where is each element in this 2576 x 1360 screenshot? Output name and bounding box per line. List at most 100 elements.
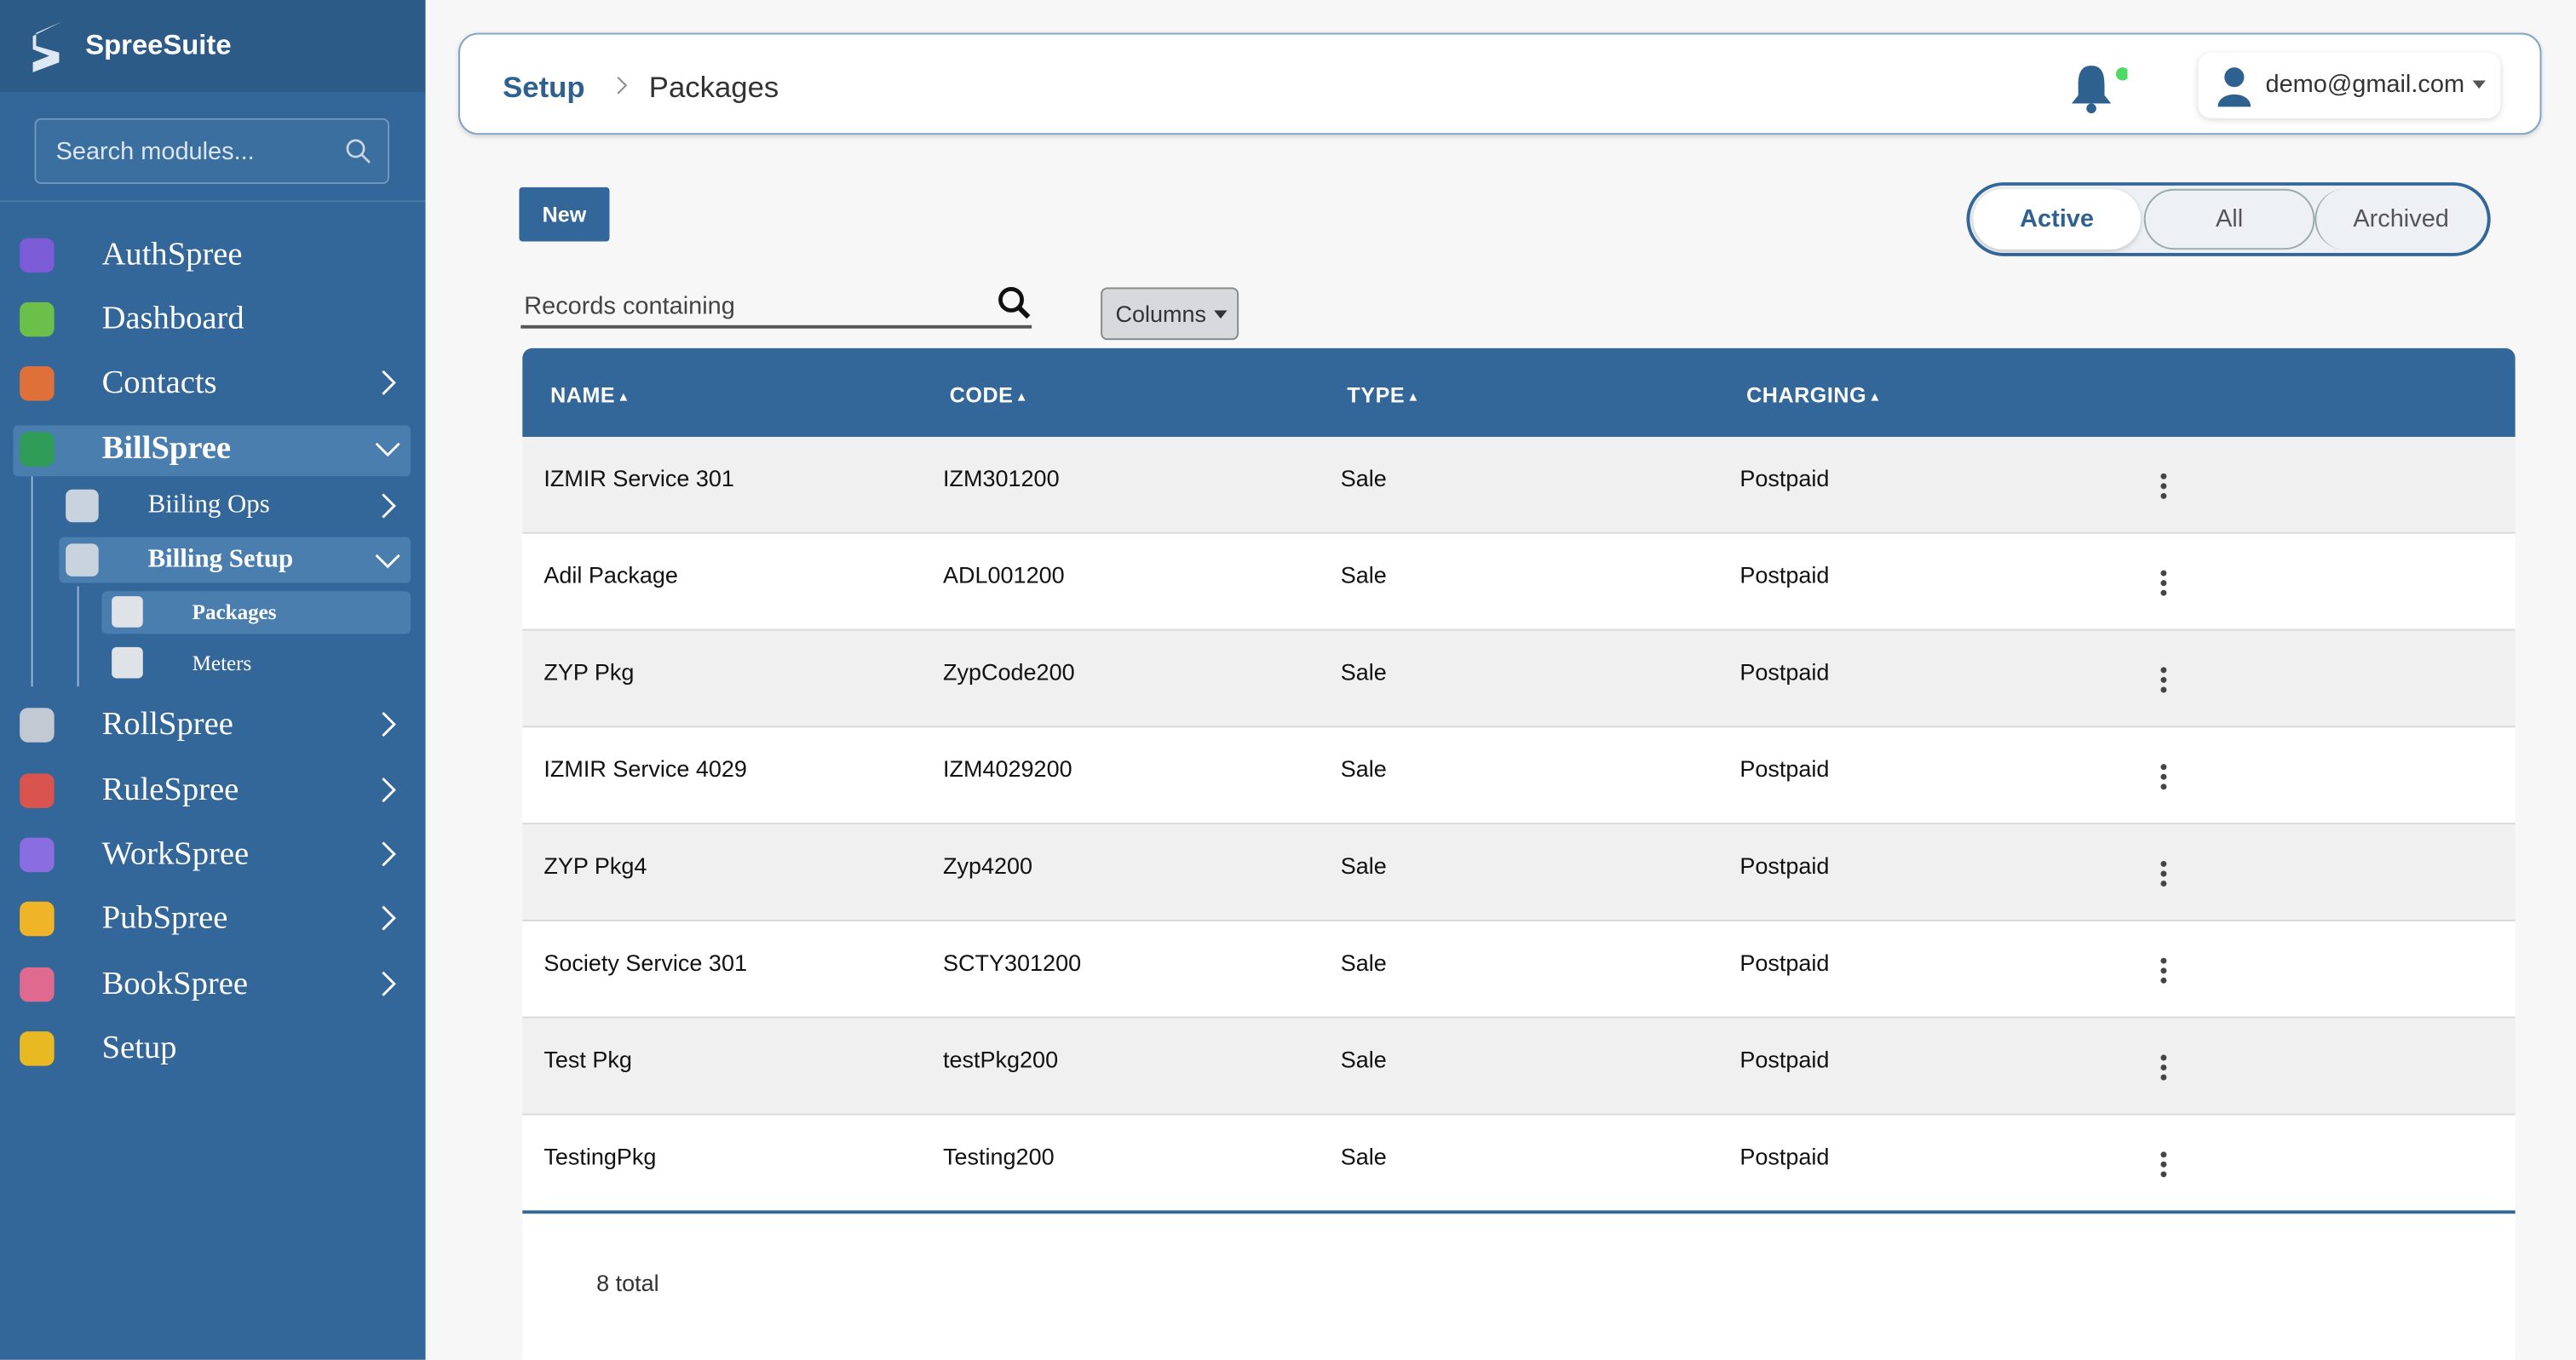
table-bottom-border bbox=[522, 1210, 2516, 1214]
row-menu[interactable] bbox=[2160, 473, 2167, 499]
chevron[interactable] bbox=[375, 777, 401, 803]
table-cell: Sale bbox=[1340, 1046, 1387, 1073]
nav-item[interactable]: WorkSpree bbox=[101, 835, 250, 873]
user-icon bbox=[2217, 67, 2251, 107]
column-header[interactable]: CHARGING ▴︎ bbox=[1746, 382, 1878, 407]
nav-icon bbox=[20, 901, 55, 937]
tree-line bbox=[31, 476, 33, 687]
nav-item[interactable]: BookSpree bbox=[101, 965, 249, 1002]
row-menu[interactable] bbox=[2160, 570, 2167, 596]
nav-item[interactable]: BillSpree bbox=[101, 430, 232, 467]
chevron[interactable] bbox=[375, 971, 401, 997]
row-menu[interactable] bbox=[2160, 764, 2167, 790]
column-header[interactable]: CODE ▴︎ bbox=[950, 382, 1026, 407]
new-button[interactable]: New bbox=[519, 186, 610, 242]
page-icon bbox=[112, 596, 143, 628]
columns-button[interactable]: Columns bbox=[1101, 287, 1239, 341]
chevron[interactable] bbox=[375, 435, 401, 462]
user-email: demo@gmail.com bbox=[2265, 70, 2465, 99]
table-cell: Postpaid bbox=[1739, 1143, 1830, 1170]
row-menu[interactable] bbox=[2160, 957, 2167, 984]
table-cell: Postpaid bbox=[1739, 1046, 1830, 1073]
nav-icon bbox=[20, 301, 55, 337]
tab-active[interactable]: Active bbox=[1973, 188, 2141, 250]
nav-item[interactable]: RuleSpree bbox=[101, 772, 239, 808]
tab[interactable]: Archived bbox=[2314, 188, 2486, 250]
chevron[interactable] bbox=[375, 547, 401, 573]
table-row[interactable]: Adil Package ADL001200 Sale Postpaid bbox=[522, 533, 2516, 631]
nav-item[interactable]: Contacts bbox=[101, 364, 217, 401]
nav-subitem[interactable]: Billing Setup bbox=[147, 545, 294, 574]
table-cell: Sale bbox=[1340, 755, 1387, 782]
row-menu[interactable] bbox=[2160, 860, 2167, 887]
nav-icon bbox=[20, 238, 55, 273]
tab[interactable]: All bbox=[2143, 188, 2315, 250]
nav-subitem[interactable]: Biiling Ops bbox=[147, 491, 270, 519]
nav-item[interactable]: Dashboard bbox=[101, 300, 244, 337]
nav-item[interactable]: AuthSpree bbox=[101, 236, 243, 273]
table-cell: ADL001200 bbox=[942, 561, 1065, 588]
columns-label: Columns bbox=[1115, 300, 1207, 327]
brand-bar bbox=[0, 0, 426, 92]
table-row[interactable]: Test Pkg testPkg200 Sale Postpaid bbox=[522, 1018, 2516, 1116]
nav-item[interactable]: RollSpree bbox=[101, 706, 233, 743]
sub-icon bbox=[66, 543, 99, 577]
column-label: TYPE bbox=[1347, 382, 1406, 408]
table-row[interactable]: ZYP Pkg ZypCode200 Sale Postpaid bbox=[522, 630, 2516, 728]
table-cell: Adil Package bbox=[543, 561, 678, 588]
sort-icon: ▴︎ bbox=[620, 389, 628, 405]
table-cell: Sale bbox=[1340, 561, 1387, 588]
breadcrumb-root[interactable]: Setup bbox=[503, 70, 585, 104]
table-cell: Sale bbox=[1340, 464, 1387, 491]
table-cell: Society Service 301 bbox=[543, 949, 747, 976]
table-row[interactable]: ZYP Pkg4 Zyp4200 Sale Postpaid bbox=[522, 824, 2516, 921]
user-menu[interactable]: demo@gmail.com bbox=[2198, 52, 2501, 118]
notifications[interactable] bbox=[2068, 59, 2128, 115]
nav-item[interactable]: Setup bbox=[101, 1030, 177, 1066]
search-placeholder: Search modules... bbox=[55, 137, 255, 166]
chevron[interactable] bbox=[375, 493, 401, 519]
row-menu[interactable] bbox=[2160, 1054, 2167, 1081]
divider bbox=[0, 200, 426, 203]
table-cell: ZYP Pkg bbox=[543, 658, 635, 686]
chevron[interactable] bbox=[375, 370, 401, 396]
table-cell: Sale bbox=[1340, 658, 1387, 686]
row-menu[interactable] bbox=[2160, 1151, 2167, 1178]
sidebar: SpreeSuite Search modules... AuthSpree Da… bbox=[0, 0, 426, 1360]
nav-icon bbox=[20, 837, 55, 873]
table-cell: Sale bbox=[1340, 1143, 1387, 1170]
column-label: NAME bbox=[550, 382, 616, 408]
tree-line bbox=[77, 586, 79, 687]
chevron[interactable] bbox=[375, 905, 401, 932]
breadcrumb-current: Packages bbox=[648, 70, 779, 104]
table-cell: Sale bbox=[1340, 949, 1387, 976]
chevron[interactable] bbox=[375, 841, 401, 867]
column-header[interactable]: TYPE ▴︎ bbox=[1347, 382, 1417, 407]
table-cell: Zyp4200 bbox=[942, 852, 1033, 879]
table-cell: IZM4029200 bbox=[942, 755, 1072, 782]
sidebar-search[interactable]: Search modules... bbox=[34, 118, 390, 184]
table-footer: 8 total bbox=[596, 1269, 659, 1296]
search-icon bbox=[346, 139, 371, 164]
table-row[interactable]: IZMIR Service 4029 IZM4029200 Sale Postpaid bbox=[522, 727, 2516, 825]
column-header[interactable]: NAME ▴︎ bbox=[550, 382, 627, 407]
nav-page[interactable]: Meters bbox=[192, 650, 252, 675]
table-cell: IZM301200 bbox=[942, 464, 1060, 491]
logo bbox=[32, 21, 63, 72]
table-cell: testPkg200 bbox=[942, 1046, 1059, 1073]
row-menu[interactable] bbox=[2160, 667, 2167, 693]
table-row[interactable]: IZMIR Service 301 IZM301200 Sale Postpaid bbox=[522, 436, 2516, 534]
records-search[interactable]: Records containing bbox=[520, 287, 1032, 329]
nav-page[interactable]: Packages bbox=[192, 599, 277, 624]
nav-icon bbox=[20, 432, 55, 467]
column-label: CHARGING bbox=[1746, 382, 1867, 408]
table-cell: Postpaid bbox=[1739, 658, 1830, 686]
table-cell: Postpaid bbox=[1739, 852, 1830, 879]
nav-item[interactable]: PubSpree bbox=[101, 899, 228, 937]
table-cell: TestingPkg bbox=[543, 1143, 657, 1170]
table-row[interactable]: TestingPkg Testing200 Sale Postpaid bbox=[522, 1115, 2516, 1213]
table-row[interactable]: Society Service 301 SCTY301200 Sale Postpai… bbox=[522, 921, 2516, 1019]
chevron[interactable] bbox=[375, 711, 401, 737]
table-cell: Test Pkg bbox=[543, 1046, 632, 1073]
